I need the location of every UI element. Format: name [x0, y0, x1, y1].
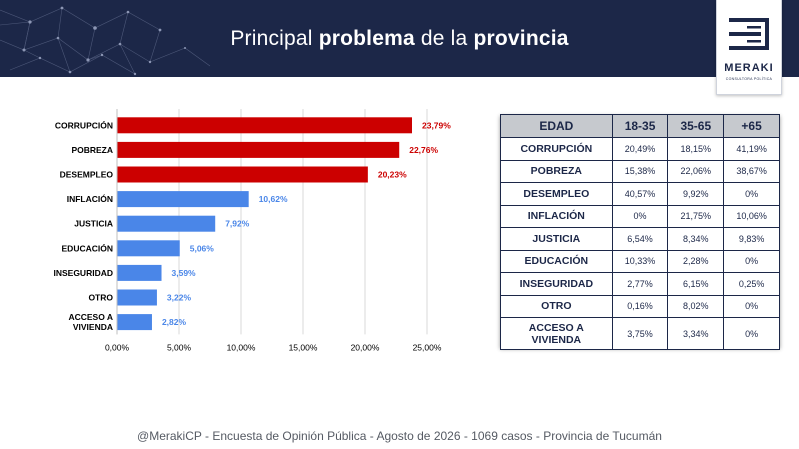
table-row: POBREZA 15,38% 22,06% 38,67% — [500, 159, 780, 183]
category-label: CORRUPCIÓN — [55, 119, 113, 130]
category-label: JUSTICIA — [74, 219, 113, 229]
data-label: 3,22% — [167, 293, 192, 303]
x-tick-label: 25,00% — [413, 342, 442, 352]
x-tick-label: 5,00% — [167, 342, 192, 352]
table-cell: 0% — [723, 294, 780, 318]
table-cell: 10,06% — [723, 204, 780, 228]
x-tick-label: 0,00% — [105, 342, 130, 352]
data-label: 5,06% — [190, 243, 215, 253]
x-tick-label: 10,00% — [227, 342, 256, 352]
table-row: CORRUPCIÓN 20,49% 18,15% 41,19% — [500, 137, 780, 161]
table-row: ACCESO A VIVIENDA 3,75% 3,34% 0% — [500, 317, 780, 350]
table-cell: 2,77% — [611, 272, 669, 296]
table-cell: 38,67% — [723, 159, 780, 183]
row-label: INSEGURIDAD — [500, 272, 613, 296]
bar — [117, 191, 249, 208]
header-banner: Principal problema de la provincia — [0, 0, 799, 77]
page-title: Principal problema de la provincia — [230, 27, 569, 50]
data-label: 20,23% — [378, 170, 407, 180]
data-label: 7,92% — [225, 219, 250, 229]
table-header-row: EDAD 18-35 35-65 +65 — [500, 114, 780, 138]
bar — [117, 141, 400, 158]
bar — [117, 117, 412, 134]
footer-source: @MerakiCP - Encuesta de Opinión Pública … — [137, 429, 662, 443]
row-label: EDUCACIÓN — [500, 249, 613, 273]
table-cell: 2,28% — [667, 249, 725, 273]
data-label: 2,82% — [162, 317, 187, 327]
table-cell: 22,06% — [667, 159, 725, 183]
age-breakdown-table-panel: EDAD 18-35 35-65 +65 CORRUPCIÓN 20,49% 1… — [500, 114, 780, 350]
table-cell: 3,34% — [667, 317, 725, 350]
row-label: CORRUPCIÓN — [500, 137, 613, 161]
table-row: EDUCACIÓN 10,33% 2,28% 0% — [500, 249, 780, 273]
table-cell: 0% — [723, 249, 780, 273]
data-label: 10,62% — [259, 194, 288, 204]
bar — [117, 289, 157, 306]
category-label: INSEGURIDAD — [53, 268, 113, 278]
category-label: DESEMPLEO — [60, 170, 114, 180]
logo-tagline: CONSULTORA POLÍTICA — [725, 77, 773, 81]
table-cell: 0% — [723, 182, 780, 206]
row-label: INFLACIÓN — [500, 204, 613, 228]
bar — [117, 314, 152, 331]
table-cell: 6,54% — [611, 227, 669, 251]
logo-wordmark: MERAKI — [724, 62, 774, 74]
table-cell: 3,75% — [611, 317, 669, 350]
table-cell: 0% — [723, 317, 780, 350]
table-cell: 40,57% — [611, 182, 669, 206]
table-header-cell: +65 — [723, 114, 780, 138]
category-label: POBREZA — [71, 145, 113, 155]
table-header-cell: EDAD — [500, 114, 613, 138]
table-cell: 9,92% — [667, 182, 725, 206]
table-cell: 18,15% — [667, 137, 725, 161]
bar — [117, 215, 216, 232]
table-row: INFLACIÓN 0% 21,75% 10,06% — [500, 204, 780, 228]
meraki-logo-icon — [729, 18, 769, 50]
table-cell: 6,15% — [667, 272, 725, 296]
row-label: ACCESO A VIVIENDA — [500, 317, 613, 350]
table-cell: 8,34% — [667, 227, 725, 251]
meraki-logo: MERAKI CONSULTORA POLÍTICA — [716, 0, 782, 95]
table-row: DESEMPLEO 40,57% 9,92% 0% — [500, 182, 780, 206]
table-cell: 0,25% — [723, 272, 780, 296]
table-cell: 15,38% — [611, 159, 669, 183]
network-pattern-graphic — [0, 6, 211, 76]
bar — [117, 264, 162, 281]
table-cell: 0% — [611, 204, 669, 228]
bar — [117, 240, 180, 257]
table-header-cell: 35-65 — [667, 114, 725, 138]
table-cell: 9,83% — [723, 227, 780, 251]
table-cell: 8,02% — [667, 294, 725, 318]
table-row: JUSTICIA 6,54% 8,34% 9,83% — [500, 227, 780, 251]
category-label: INFLACIÓN — [67, 193, 113, 204]
row-label: JUSTICIA — [500, 227, 613, 251]
table-cell: 20,49% — [611, 137, 669, 161]
table-header-cell: 18-35 — [611, 114, 669, 138]
row-label: OTRO — [500, 294, 613, 318]
category-label: ACCESO A VIVIENDA — [68, 312, 113, 332]
table-row: INSEGURIDAD 2,77% 6,15% 0,25% — [500, 272, 780, 296]
bar — [117, 166, 368, 183]
category-label: OTRO — [88, 293, 113, 303]
table-row: OTRO 0,16% 8,02% 0% — [500, 294, 780, 318]
age-breakdown-table: EDAD 18-35 35-65 +65 CORRUPCIÓN 20,49% 1… — [500, 114, 780, 350]
data-label: 3,59% — [172, 268, 197, 278]
x-tick-label: 15,00% — [289, 342, 318, 352]
data-label: 22,76% — [409, 145, 438, 155]
x-tick-label: 20,00% — [351, 342, 380, 352]
horizontal-bar-chart: CORRUPCIÓN 23,79% POBREZA 22,76% DESEMPLEO 20… — [53, 109, 451, 352]
row-label: POBREZA — [500, 159, 613, 183]
row-label: DESEMPLEO — [500, 182, 613, 206]
category-label: EDUCACIÓN — [62, 242, 113, 253]
table-cell: 41,19% — [723, 137, 780, 161]
table-cell: 21,75% — [667, 204, 725, 228]
table-cell: 0,16% — [611, 294, 669, 318]
table-cell: 10,33% — [611, 249, 669, 273]
data-label: 23,79% — [422, 120, 451, 130]
